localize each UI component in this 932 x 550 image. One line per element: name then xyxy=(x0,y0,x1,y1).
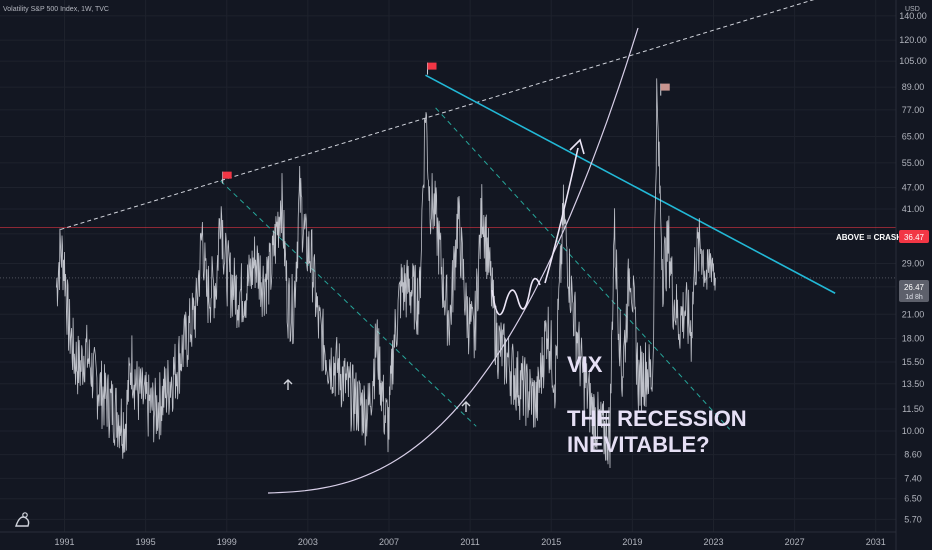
level-badge-bg-crash xyxy=(899,230,929,243)
y-tick-label: 11.50 xyxy=(902,404,924,414)
level-label-crash: ABOVE = CRASH xyxy=(836,233,902,242)
price-scale-bg xyxy=(896,0,932,550)
currency-label: USD xyxy=(905,6,920,13)
flag-icon xyxy=(222,171,232,179)
trendline xyxy=(435,107,731,430)
horizontal-levels xyxy=(0,226,896,279)
y-tick-label: 89.00 xyxy=(902,82,925,92)
grid xyxy=(0,0,896,532)
flags xyxy=(222,62,670,184)
y-tick-label: 29.00 xyxy=(902,258,925,268)
up-arrow-icon xyxy=(461,401,471,412)
x-tick-label: 2019 xyxy=(622,537,642,547)
flag-icon xyxy=(660,83,670,91)
flag-icon xyxy=(427,62,437,70)
annotation-vix: VIX xyxy=(567,352,603,377)
x-tick-label: 2011 xyxy=(460,537,479,547)
y-tick-label: 13.50 xyxy=(902,379,925,389)
x-tick-label: 2003 xyxy=(298,537,318,547)
symbol-title[interactable]: Volatility S&P 500 Index, 1W, TVC xyxy=(3,6,109,13)
wave-drawing xyxy=(491,277,541,316)
projection-arrow-shaft xyxy=(544,147,579,284)
x-tick-label: 1991 xyxy=(54,537,74,547)
y-tick-label: 55.00 xyxy=(902,158,925,168)
y-tick-label: 5.70 xyxy=(904,514,922,524)
vix-series-line xyxy=(56,78,716,469)
projection-arrow-head xyxy=(569,138,585,155)
tradingview-logo-icon[interactable] xyxy=(15,512,30,527)
annotation-line-2: INEVITABLE? xyxy=(567,432,710,457)
y-tick-label: 77.00 xyxy=(902,105,925,115)
x-tick-label: 2027 xyxy=(785,537,805,547)
y-tick-label: 41.00 xyxy=(902,204,925,214)
y-tick-label: 15.50 xyxy=(902,357,925,367)
x-tick-label: 1999 xyxy=(217,537,237,547)
x-tick-label: 2031 xyxy=(866,537,886,547)
x-axis[interactable]: 1991 1995 1999 2003 2007 2011 2015 2019 2023 2027… xyxy=(54,537,885,547)
y-tick-label: 10.00 xyxy=(902,426,925,436)
y-tick-label: 140.00 xyxy=(899,11,927,21)
parabola-curve xyxy=(267,27,639,494)
price-badge-bg xyxy=(899,280,929,302)
annotation-line-1: THE RECESSION xyxy=(567,406,747,431)
y-tick-label: 47.00 xyxy=(902,183,925,193)
drawings xyxy=(283,138,585,412)
trendline xyxy=(60,0,815,230)
y-tick-label: 105.00 xyxy=(899,56,927,66)
y-tick-label: 7.40 xyxy=(904,473,922,483)
x-tick-label: 1995 xyxy=(136,537,156,547)
y-tick-label: 120.00 xyxy=(899,35,927,45)
trendlines xyxy=(60,0,836,430)
x-tick-label: 2007 xyxy=(379,537,399,547)
y-tick-label: 8.60 xyxy=(904,450,922,460)
up-arrow-icon xyxy=(283,379,293,390)
parabolic-curve xyxy=(267,27,639,494)
price-badge-countdown: 1d 8h xyxy=(905,294,923,301)
x-tick-label: 2015 xyxy=(541,537,561,547)
y-tick-label: 18.00 xyxy=(902,334,925,344)
price-series xyxy=(56,78,716,469)
x-tick-label: 2023 xyxy=(703,537,723,547)
level-badge-value-crash: 36.47 xyxy=(904,233,925,242)
price-badge-value: 26.47 xyxy=(904,283,925,292)
y-tick-label: 65.00 xyxy=(902,132,925,142)
y-tick-label: 21.00 xyxy=(902,309,925,319)
trendline xyxy=(425,74,836,294)
y-tick-label: 6.50 xyxy=(904,494,922,504)
